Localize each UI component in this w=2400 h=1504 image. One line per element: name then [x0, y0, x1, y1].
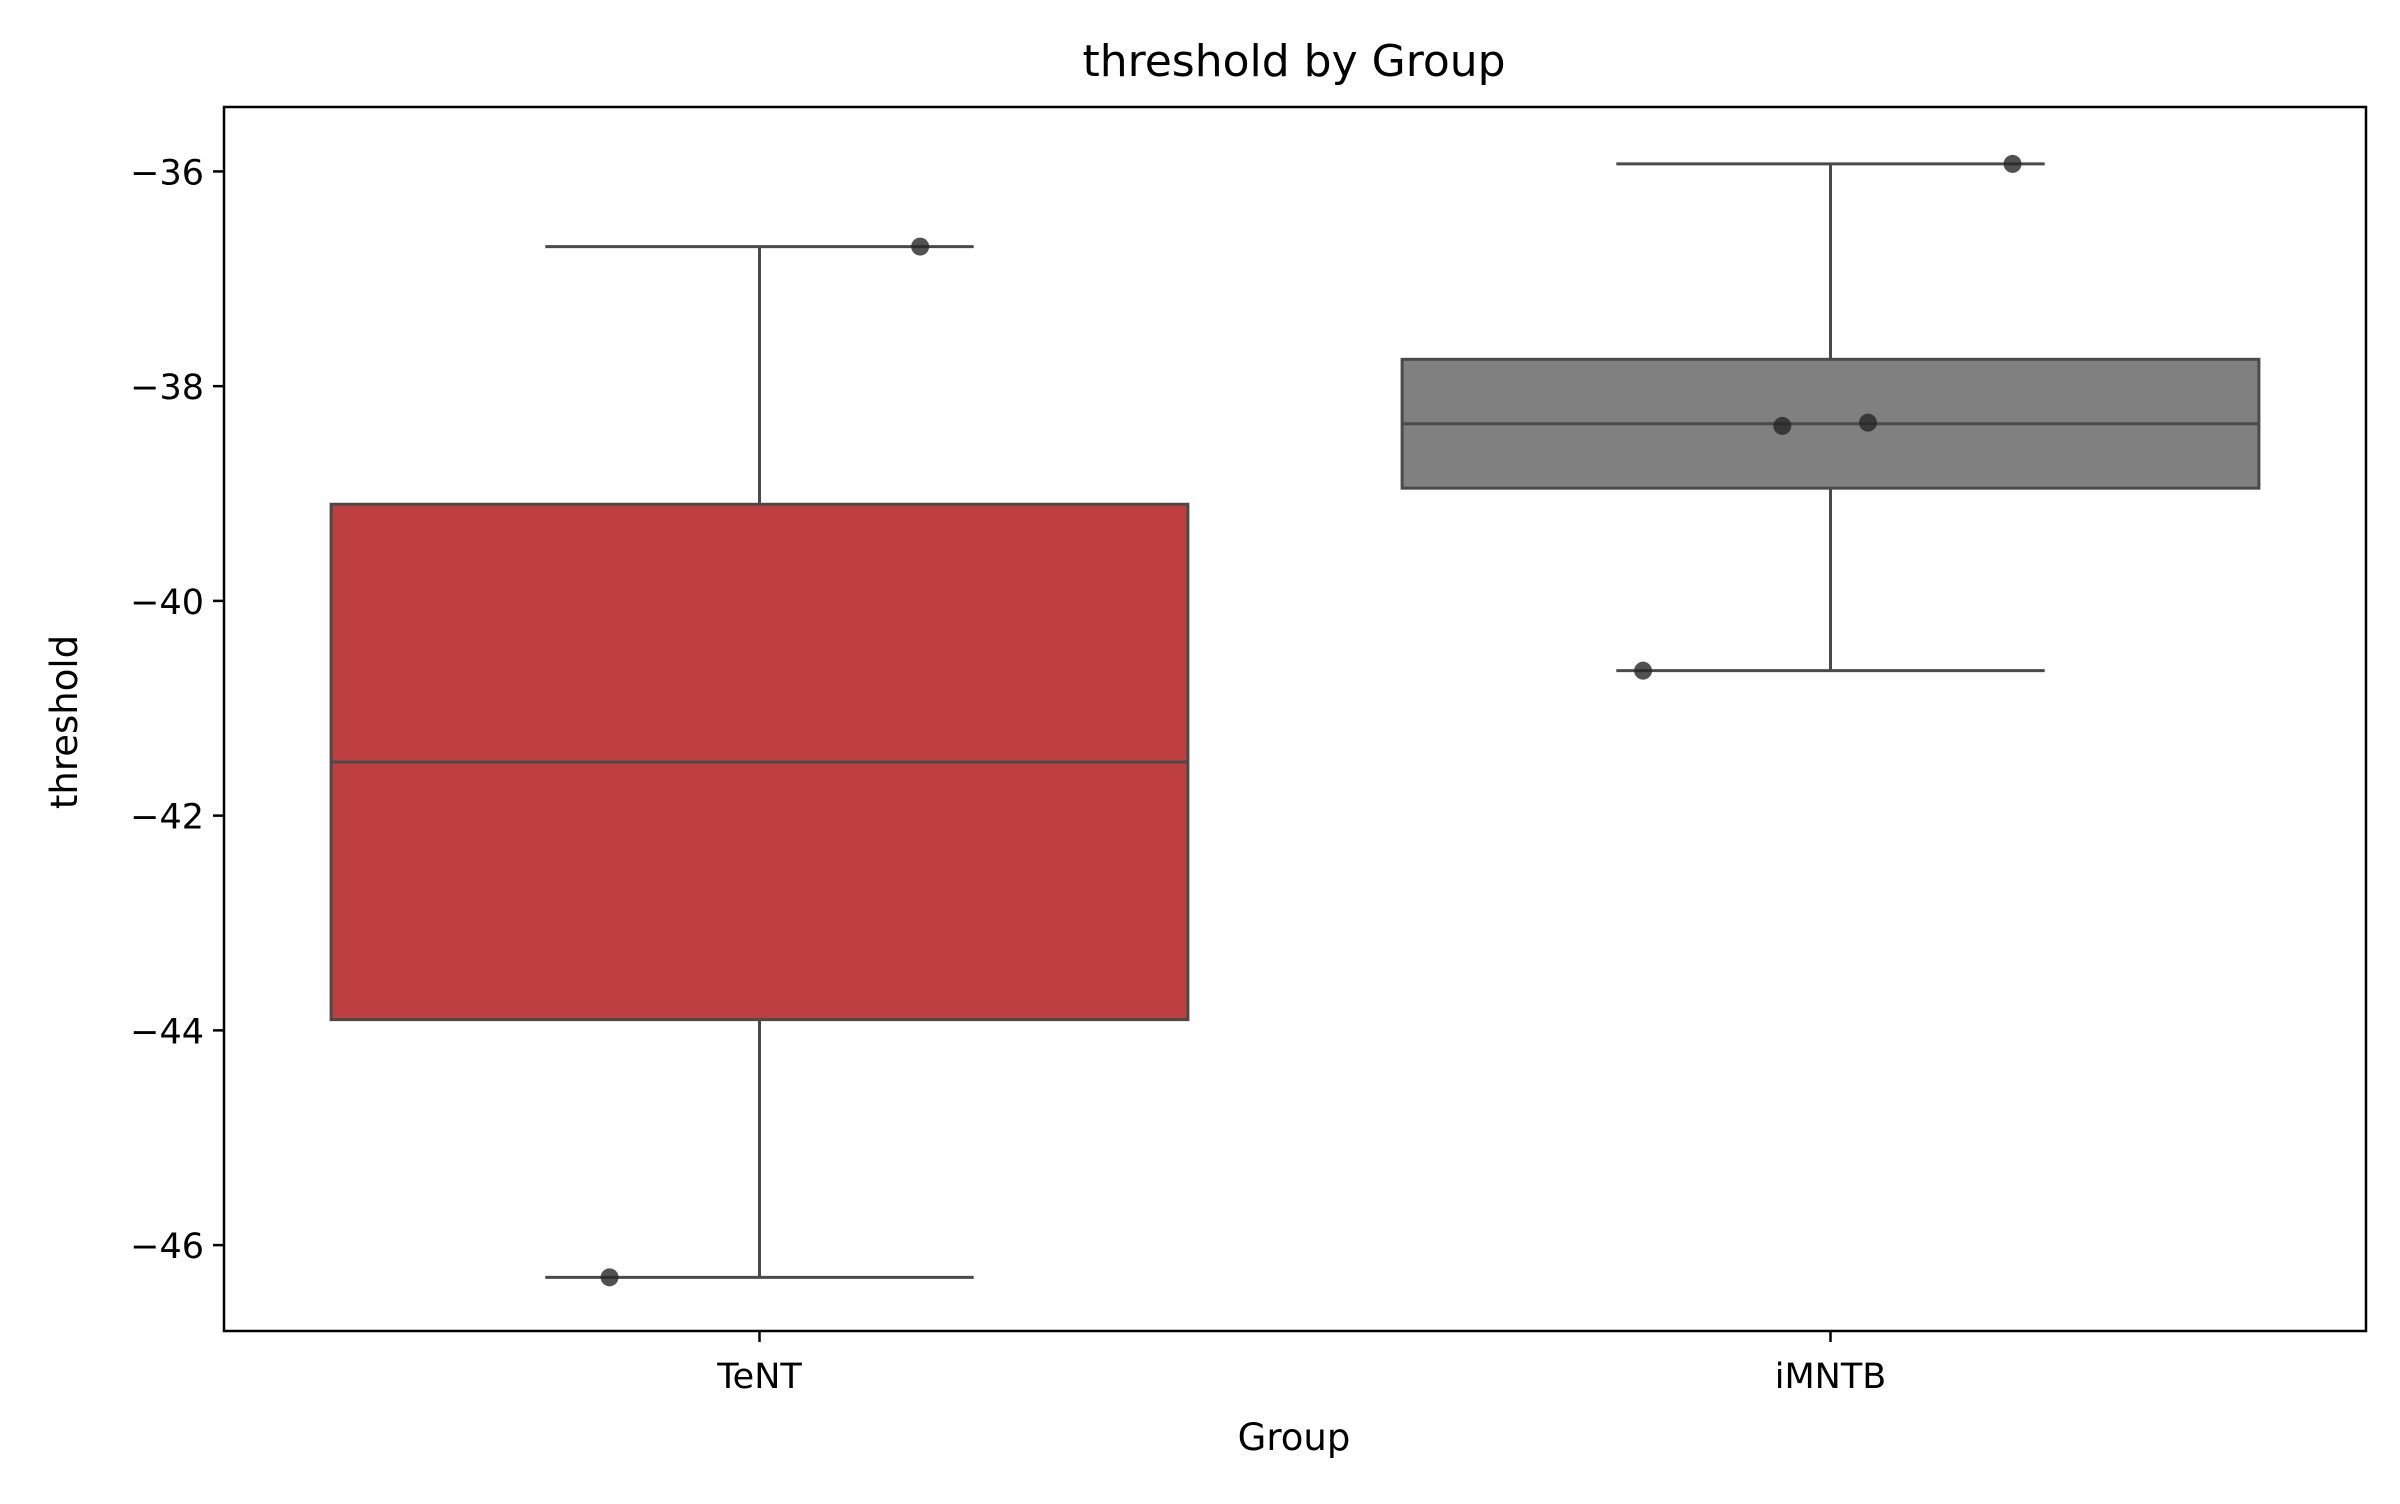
- x-tick-label: TeNT: [716, 1357, 802, 1397]
- chart-title: threshold by Group: [1082, 36, 1505, 87]
- data-point: [1634, 661, 1653, 680]
- x-axis-label: Group: [1238, 1416, 1351, 1459]
- y-axis-label: threshold: [43, 635, 86, 809]
- data-point: [911, 237, 930, 256]
- y-tick-label: −44: [130, 1012, 204, 1052]
- data-point: [2003, 154, 2022, 173]
- y-tick-label: −38: [130, 368, 204, 408]
- plot-area: −46 −44 −42 −40 −38 −36 TeNT iMNTB: [130, 105, 2368, 1397]
- x-tick-label: iMNTB: [1775, 1357, 1887, 1397]
- data-point: [1858, 413, 1877, 432]
- axes-frame: [222, 105, 2368, 1333]
- data-point: [1773, 416, 1792, 435]
- y-tick-label: −46: [130, 1227, 204, 1267]
- data-point: [600, 1268, 619, 1287]
- y-tick-label: −40: [130, 583, 204, 623]
- y-tick-label: −42: [130, 798, 204, 838]
- y-tick-label: −36: [130, 153, 204, 193]
